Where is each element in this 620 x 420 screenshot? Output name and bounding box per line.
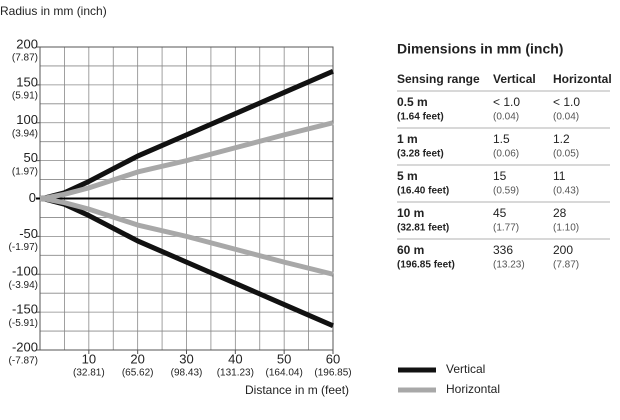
y-tick-label: 100 — [16, 112, 38, 127]
table-cell: 0.5 m — [397, 95, 428, 109]
y-tick-sublabel: (-7.87) — [9, 356, 38, 367]
x-tick-sublabel: (196.85) — [314, 368, 351, 379]
table-cell: < 1.0 — [493, 95, 520, 109]
table-cell: 60 m — [397, 243, 424, 257]
y-tick-sublabel: (7.87) — [12, 53, 38, 64]
table-cell-sub: (0.43) — [553, 186, 579, 197]
table-cell: 28 — [553, 206, 567, 220]
x-tick-sublabel: (164.04) — [266, 368, 303, 379]
x-tick-label: 30 — [179, 351, 193, 366]
series-line-mirrored — [39, 196, 334, 277]
y-tick-sublabel: (-3.94) — [9, 280, 38, 291]
table-cell-sub: (196.85 feet) — [397, 260, 455, 271]
x-tick-label: 10 — [82, 351, 96, 366]
y-tick-sublabel: (1.97) — [12, 166, 38, 177]
y-tick-label: 150 — [16, 74, 38, 89]
x-tick-label: 60 — [326, 351, 340, 366]
x-tick-label: 20 — [130, 351, 144, 366]
legend-label: Horizontal — [446, 382, 500, 396]
table-cell-sub: (0.04) — [493, 112, 519, 123]
y-axis-label: Radius in mm (inch) — [0, 4, 107, 18]
table-cell: 45 — [493, 206, 507, 220]
table-cell-sub: (16.40 feet) — [397, 186, 449, 197]
table-cell-sub: (0.59) — [493, 186, 519, 197]
legend-label: Vertical — [446, 362, 485, 376]
y-tick-label: -200 — [12, 339, 38, 354]
table-cell: 336 — [493, 243, 513, 257]
table-cell-sub: (7.87) — [553, 260, 579, 271]
y-tick-sublabel: (-1.97) — [9, 242, 38, 253]
table-cell-sub: (0.06) — [493, 149, 519, 160]
series-line — [39, 120, 334, 201]
table-title: Dimensions in mm (inch) — [397, 41, 563, 57]
table-cell-sub: (1.64 feet) — [397, 112, 444, 123]
y-tick-label: -100 — [12, 264, 38, 279]
table-cell: 200 — [553, 243, 573, 257]
table-cell: 11 — [553, 169, 566, 183]
x-axis-label: Distance in m (feet) — [245, 383, 349, 397]
table-cell-sub: (1.77) — [493, 223, 519, 234]
x-tick-label: 40 — [228, 351, 242, 366]
table-cell: < 1.0 — [553, 95, 580, 109]
table-cell: 1.5 — [493, 132, 510, 146]
table-header: Sensing range — [397, 72, 480, 86]
table-cell-sub: (1.10) — [553, 223, 579, 234]
y-tick-sublabel: (5.91) — [12, 91, 38, 102]
table-cell: 10 m — [397, 206, 424, 220]
y-tick-label: -150 — [12, 302, 38, 317]
y-tick-label: 200 — [16, 36, 38, 51]
x-tick-sublabel: (65.62) — [122, 368, 154, 379]
x-tick-sublabel: (32.81) — [73, 368, 105, 379]
y-tick-label: -50 — [19, 226, 38, 241]
y-tick-label: 0 — [29, 190, 36, 205]
x-tick-sublabel: (131.23) — [217, 368, 254, 379]
table-cell: 1.2 — [553, 132, 570, 146]
table-cell-sub: (0.04) — [553, 112, 579, 123]
table-header: Vertical — [493, 72, 536, 86]
table-cell: 5 m — [397, 169, 418, 183]
table-cell-sub: (3.28 feet) — [397, 149, 444, 160]
y-tick-sublabel: (-5.91) — [9, 318, 38, 329]
x-tick-sublabel: (98.43) — [171, 368, 203, 379]
table-cell-sub: (32.81 feet) — [397, 223, 449, 234]
y-tick-sublabel: (3.94) — [12, 128, 38, 139]
table-cell-sub: (0.05) — [553, 149, 579, 160]
table-cell: 15 — [493, 169, 507, 183]
y-tick-label: 50 — [24, 150, 38, 165]
table-cell-sub: (13.23) — [493, 260, 525, 271]
x-tick-label: 50 — [277, 351, 291, 366]
table-cell: 1 m — [397, 132, 418, 146]
table-header: Horizontal — [553, 72, 612, 86]
